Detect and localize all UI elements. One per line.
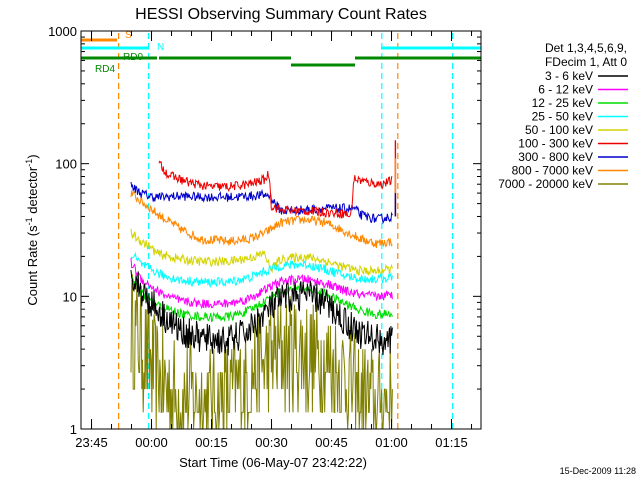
legend-label-300-800-kev: 300 - 800 keV [518, 150, 593, 164]
series-lines [130, 140, 397, 430]
flag-label-s: S [125, 30, 132, 41]
series-line-25-50-kev [130, 251, 393, 289]
y-tick-label: 100 [55, 157, 77, 172]
flag-label-rd0: RD0 [123, 52, 143, 63]
legend-label-12-25-kev: 12 - 25 keV [532, 96, 593, 110]
series-line-50-100-kev [130, 228, 393, 276]
y-axis-label: Count Rate (s-1 detector-1) [24, 154, 40, 305]
flag-vertical-lines [117, 33, 454, 429]
chart-title: HESSI Observing Summary Count Rates [135, 6, 427, 23]
y-tick-label: 10 [63, 289, 77, 304]
legend: Det 1,3,4,5,6,9, FDecim 1, Att 0 3 - 6 k… [498, 41, 628, 191]
x-tick-label: 01:00 [375, 435, 408, 450]
x-tick-label: 00:00 [135, 435, 168, 450]
y-axis-ticks: 1 10 100 1000 [48, 24, 481, 437]
x-tick-label: 23:45 [75, 435, 108, 450]
series-line-7000-20000-kev [130, 274, 393, 430]
plot-frame [80, 30, 482, 430]
x-tick-label: 01:15 [435, 435, 468, 450]
series-line-800-7000-kev [130, 190, 393, 248]
x-axis-label: Start Time (06-May-07 23:42:22) [179, 455, 367, 470]
x-tick-label: 00:30 [255, 435, 288, 450]
legend-header-line-2: FDecim 1, Att 0 [545, 55, 627, 69]
legend-label-50-100-kev: 50 - 100 keV [525, 123, 593, 137]
legend-label-25-50-kev: 25 - 50 keV [532, 110, 593, 124]
flag-label-n: N [157, 42, 164, 53]
axes [80, 30, 482, 430]
legend-label-7000-20000-kev: 7000 - 20000 keV [498, 177, 593, 191]
generated-timestamp: 15-Dec-2009 11:28 [560, 466, 636, 476]
flag-label-rd4: RD4 [95, 64, 115, 75]
series-line-6-12-kev [130, 258, 393, 310]
legend-label-6-12-kev: 6 - 12 keV [538, 83, 593, 97]
y-tick-label: 1000 [48, 24, 77, 39]
x-tick-label: 00:45 [315, 435, 348, 450]
series-line-12-25-kev [130, 276, 393, 323]
series-line-100-300-kev [158, 160, 393, 219]
observing-flags: S N RD0 RD4 [81, 30, 481, 75]
legend-label-800-7000-kev: 800 - 7000 keV [512, 164, 593, 178]
y-tick-label: 1 [70, 422, 77, 437]
legend-label-100-300-kev: 100 - 300 keV [518, 137, 593, 151]
legend-label-3-6-kev: 3 - 6 keV [545, 69, 593, 83]
x-axis-ticks: 23:45 00:00 00:15 00:30 00:45 01:00 01:15 [75, 31, 473, 450]
legend-header-line-1: Det 1,3,4,5,6,9, [545, 41, 627, 55]
x-tick-label: 00:15 [195, 435, 228, 450]
series-line-300-800-kev [130, 181, 393, 225]
series-line-3-6-kev [130, 269, 393, 356]
